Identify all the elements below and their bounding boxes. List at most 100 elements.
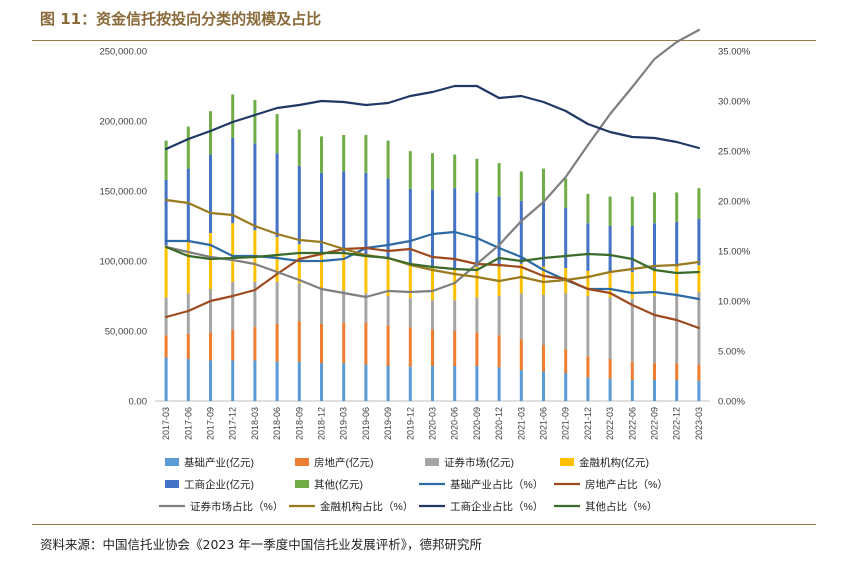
x-tick-label: 2018-06	[272, 407, 282, 440]
x-tick-label: 2020-09	[472, 407, 482, 440]
line-securities_pct	[165, 28, 701, 299]
bar-other	[431, 153, 434, 190]
bar-industrial	[209, 154, 212, 233]
bar-securities	[497, 296, 501, 336]
bar-securities	[475, 297, 479, 333]
bar-other	[386, 140, 390, 179]
x-tick-label: 2017-06	[183, 407, 193, 440]
bar-securities	[630, 298, 634, 362]
x-tick-label: 2019-03	[339, 407, 349, 440]
right-tick-label: 20.00%	[718, 197, 751, 208]
bar-industrial	[586, 223, 590, 271]
bar-realestate	[630, 361, 634, 380]
right-tick-label: 10.00%	[718, 297, 751, 308]
bar-realestate	[697, 364, 701, 381]
bar-base	[275, 361, 279, 401]
legend-swatch-realestate	[295, 458, 309, 466]
x-tick-label: 2017-03	[161, 407, 171, 440]
bar-securities	[542, 294, 545, 345]
legend-label-securities_pct: 证券市场占比（%）	[190, 500, 283, 513]
bar-industrial	[408, 188, 412, 265]
legend-swatch-industrial	[165, 480, 179, 488]
bar-realestate	[453, 331, 457, 366]
line-other_pct	[165, 245, 701, 275]
bar-realestate	[564, 349, 568, 373]
axis-layer: 0.00 50,000.00 100,000.00 150,000.00 200,000…	[99, 47, 750, 441]
bar-industrial	[697, 219, 701, 266]
bar-financial	[675, 266, 679, 294]
bar-base	[431, 366, 434, 401]
bar-securities	[653, 296, 656, 364]
bar-other	[453, 154, 457, 189]
bar-financial	[431, 266, 434, 301]
bar-financial	[697, 265, 701, 292]
bar-securities	[431, 300, 434, 330]
bar-realestate	[497, 335, 501, 368]
bar-securities	[364, 293, 368, 323]
bar-other	[231, 94, 235, 138]
bar-other	[253, 100, 257, 144]
bar-securities	[297, 283, 301, 322]
x-tick-label: 2022-12	[672, 407, 682, 440]
bar-industrial	[497, 196, 501, 267]
bar-realestate	[475, 332, 479, 366]
bar-realestate	[653, 363, 656, 380]
bar-realestate	[519, 339, 523, 371]
bar-industrial	[653, 223, 656, 270]
bar-financial	[519, 263, 523, 294]
bar-other	[675, 192, 679, 222]
bar-industrial	[519, 200, 523, 264]
bottom-rule	[32, 524, 816, 525]
legend-label-other: 其他(亿元)	[314, 478, 363, 491]
bar-other	[275, 114, 279, 154]
bar-other	[297, 129, 301, 166]
x-tick-label: 2022-03	[605, 407, 615, 440]
left-tick-label: 200,000.00	[99, 117, 147, 128]
legend-label-realestate: 房地产(亿元)	[314, 456, 374, 469]
bar-base	[364, 364, 368, 401]
bar-securities	[408, 298, 412, 328]
bar-other	[364, 135, 368, 173]
bar-industrial	[630, 226, 634, 273]
bar-financial	[231, 223, 235, 282]
bar-other	[608, 196, 612, 226]
left-tick-label: 0.00	[129, 397, 148, 408]
bar-realestate	[164, 335, 168, 358]
bar-realestate	[320, 324, 323, 364]
bar-financial	[275, 237, 279, 282]
bar-financial	[653, 269, 656, 296]
bar-base	[653, 380, 656, 401]
right-tick-label: 25.00%	[718, 147, 751, 158]
bar-base	[231, 360, 235, 401]
right-tick-label: 0.00%	[718, 397, 745, 408]
bar-base	[630, 380, 634, 401]
legend-label-financial_pct: 金融机构占比（%）	[320, 500, 413, 513]
bar-base	[253, 360, 257, 401]
bar-base	[586, 377, 590, 401]
chart-title: 图 11：资金信托按投向分类的规模及占比	[40, 10, 322, 28]
bar-realestate	[231, 329, 235, 361]
bar-other	[586, 193, 590, 224]
left-tick-label: 50,000.00	[105, 327, 147, 338]
bar-other	[697, 188, 701, 219]
legend-swatch-financial	[560, 458, 574, 466]
bar-financial	[475, 266, 479, 298]
bar-base	[475, 366, 479, 401]
bar-financial	[209, 233, 212, 289]
bar-securities	[453, 300, 457, 331]
right-tick-label: 35.00%	[718, 47, 751, 58]
bar-base	[164, 357, 168, 401]
bar-base	[453, 366, 457, 401]
bar-realestate	[608, 359, 612, 379]
bar-realestate	[209, 332, 212, 361]
legend-label-securities: 证券市场(亿元)	[444, 456, 514, 469]
bar-securities	[209, 289, 212, 333]
bar-securities	[675, 293, 679, 364]
x-tick-label: 2020-03	[428, 407, 438, 440]
bar-other	[653, 192, 656, 224]
x-tick-label: 2022-06	[627, 407, 637, 440]
bar-realestate	[586, 356, 590, 378]
bar-securities	[586, 296, 590, 357]
bar-industrial	[253, 143, 257, 231]
bar-financial	[586, 270, 590, 296]
